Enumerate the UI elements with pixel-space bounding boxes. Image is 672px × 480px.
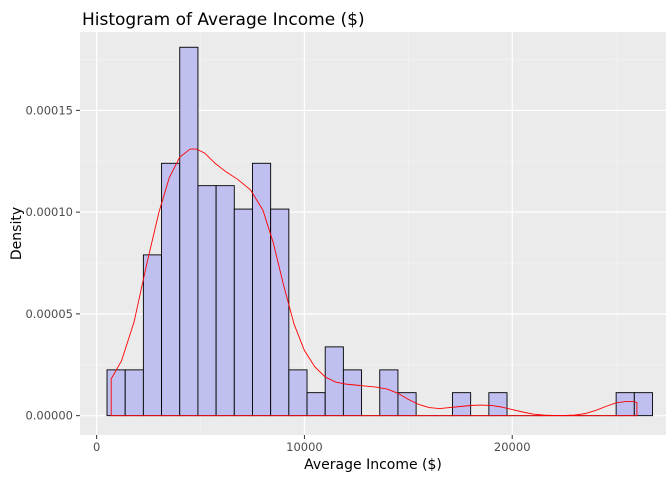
x-axis-title: Average Income ($) (304, 457, 442, 473)
histogram-bar (124, 369, 144, 417)
histogram-bar (233, 208, 253, 417)
histogram-bar (106, 369, 126, 417)
y-tick-label: 0.00010 (25, 205, 73, 219)
density-curve-group (110, 148, 638, 417)
y-axis: 0.00000 0.00005 0.00010 0.00015 (25, 103, 80, 423)
histogram-bar (252, 162, 272, 417)
x-tick-label: 20000 (494, 440, 531, 454)
histogram-bar (161, 162, 181, 417)
histogram-bar (379, 369, 399, 417)
chart-title: Histogram of Average Income ($) (82, 10, 365, 30)
histogram-bar (397, 392, 417, 417)
x-axis: 0 10000 20000 (93, 435, 531, 454)
y-tick-label: 0.00000 (25, 409, 73, 423)
histogram-bar (633, 392, 653, 417)
density-curve (110, 148, 638, 417)
x-tick-label: 10000 (286, 440, 323, 454)
histogram-bar (142, 254, 163, 417)
histogram-bar (306, 392, 326, 417)
y-axis-title: Density (9, 207, 25, 260)
histogram-bar (270, 208, 290, 417)
histogram-bar (179, 46, 199, 417)
histogram-bar (197, 185, 217, 417)
histogram-bar (452, 392, 472, 417)
histogram-bar (288, 369, 308, 417)
x-tick-label: 0 (93, 440, 100, 454)
histogram-bar (215, 185, 235, 417)
histogram-bar (615, 392, 635, 417)
y-tick-label: 0.00005 (25, 307, 73, 321)
histogram-bar (488, 392, 508, 417)
y-tick-label: 0.00015 (25, 103, 73, 117)
histogram-bar (342, 369, 363, 417)
